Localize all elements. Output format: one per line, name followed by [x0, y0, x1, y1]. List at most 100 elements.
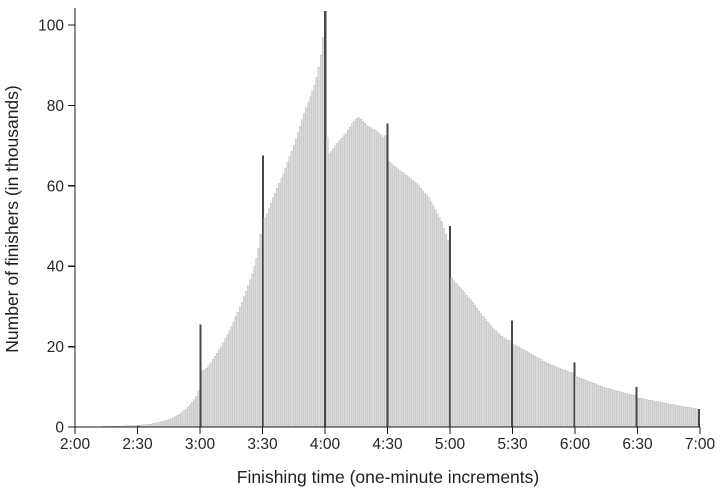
histogram-bar [159, 421, 163, 428]
histogram-bar [232, 321, 236, 428]
histogram-bar [442, 227, 445, 428]
histogram-bar [311, 90, 314, 428]
histogram-bar [583, 379, 586, 428]
histogram-bar-threshold [573, 362, 576, 427]
histogram-bar [498, 334, 501, 428]
histogram-bar [377, 133, 381, 428]
histogram-bar [500, 335, 503, 428]
histogram-bar [494, 330, 497, 428]
histogram-bar [446, 239, 449, 428]
histogram-bar [479, 313, 483, 428]
histogram-bar [450, 278, 454, 428]
histogram-bar [492, 328, 495, 428]
histogram-bar [278, 183, 281, 428]
histogram-bar [253, 266, 256, 428]
histogram-bar [328, 153, 331, 428]
histogram-bar [170, 418, 173, 428]
histogram-bar [672, 404, 676, 428]
histogram-bar [575, 376, 578, 428]
histogram-bar [380, 135, 383, 428]
histogram-bar-threshold [261, 155, 264, 427]
histogram-bar [593, 383, 597, 428]
histogram-bar [693, 408, 697, 428]
histogram-bar-threshold [697, 408, 700, 427]
histogram-bar [411, 179, 414, 428]
histogram-bar [178, 413, 182, 428]
histogram-bar [483, 318, 487, 428]
axis-tick-labels: 0 20 40 60 80 100 2:00 2:30 3:00 3:30 4:00 4:30 5:00… [38, 18, 715, 454]
histogram-bar [637, 397, 640, 428]
histogram-bar [228, 330, 231, 428]
histogram-bar [326, 137, 329, 428]
histogram-bar [355, 119, 358, 428]
y-tick-label: 100 [38, 18, 64, 35]
histogram-bar [369, 127, 373, 428]
histogram-bar [485, 321, 489, 428]
histogram-bar [647, 399, 651, 428]
histogram-bar [415, 183, 418, 428]
histogram-bar [180, 412, 184, 428]
histogram-bar [649, 400, 653, 428]
histogram-bar [668, 403, 672, 428]
axes [68, 8, 701, 434]
histogram-bar [359, 118, 362, 428]
histogram-bar [382, 137, 385, 428]
histogram-bar [660, 402, 663, 428]
histogram-bar [215, 352, 219, 428]
histogram-bar [409, 178, 412, 428]
histogram-bar [616, 391, 620, 428]
histogram-bar [390, 163, 393, 428]
histogram-bar [259, 233, 263, 428]
histogram-bar [535, 357, 539, 428]
histogram-bar [629, 394, 632, 428]
histogram-bar [456, 285, 460, 428]
histogram-bar [242, 296, 246, 428]
histogram-bar [564, 370, 568, 428]
histogram-bar [284, 167, 288, 428]
histogram-bar [398, 170, 402, 428]
histogram-bar [598, 385, 601, 428]
histogram-bar [400, 171, 404, 428]
histogram-bar [394, 167, 398, 428]
x-tick-label: 5:00 [435, 436, 466, 453]
histogram-bar [666, 403, 670, 428]
histogram-bar [361, 121, 364, 428]
histogram-bar [431, 205, 435, 428]
histogram-bar [683, 406, 686, 428]
histogram-bar [365, 125, 368, 428]
histogram-bar [622, 392, 626, 428]
histogram-bar [620, 392, 624, 428]
histogram-bar [213, 356, 217, 428]
histogram-bar [286, 162, 290, 428]
histogram-bar [687, 407, 690, 428]
histogram-bar [176, 415, 180, 428]
histogram-bar [342, 135, 346, 428]
histogram-bar-threshold [386, 123, 389, 428]
histogram-bar [201, 370, 204, 428]
histogram-bar [315, 77, 319, 428]
histogram-bar [209, 362, 213, 428]
histogram-bar [490, 325, 493, 428]
histogram-bar [458, 287, 462, 428]
histogram-bar [288, 156, 292, 428]
histogram-bar [303, 113, 306, 428]
histogram-bar [674, 405, 678, 428]
histogram-bar [203, 369, 207, 428]
histogram-bar [249, 279, 252, 428]
histogram-bar [344, 133, 348, 428]
histogram-bar [240, 302, 244, 428]
histogram-bar [664, 403, 667, 428]
histogram-bar [469, 299, 472, 428]
histogram-bar [550, 364, 553, 428]
histogram-bar [164, 420, 167, 428]
x-tick-label: 6:30 [622, 436, 653, 453]
histogram-bar [662, 402, 665, 428]
histogram-bar [427, 197, 431, 428]
histogram-bar [604, 387, 607, 428]
histogram-bar [207, 365, 211, 428]
histogram-bar [272, 197, 275, 428]
histogram-bar [541, 360, 545, 428]
histogram-bar [452, 280, 456, 428]
y-tick-label: 0 [55, 420, 64, 437]
